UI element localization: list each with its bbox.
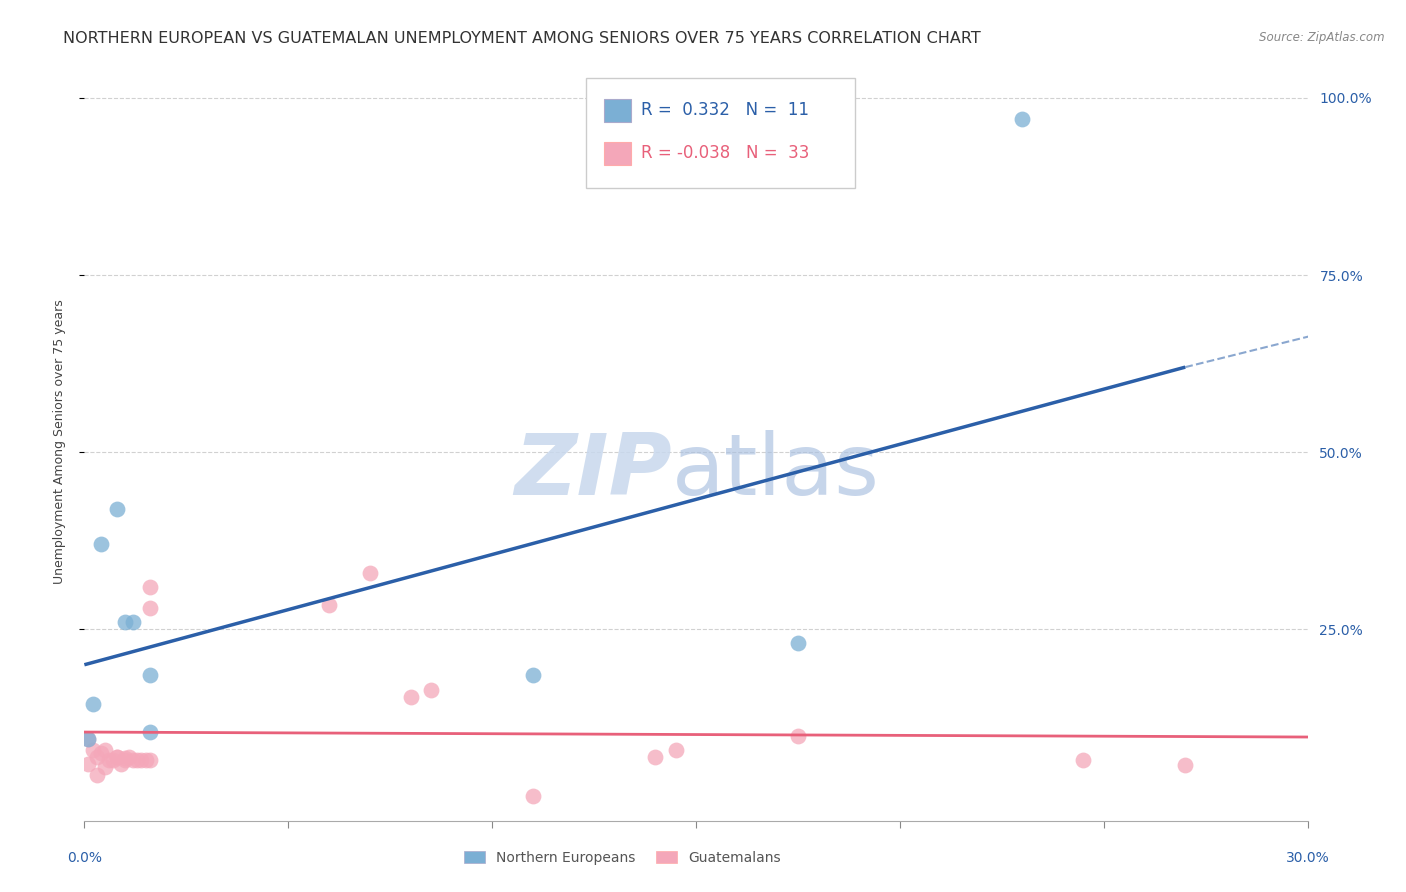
Point xyxy=(105,750,128,764)
Point xyxy=(787,729,810,743)
FancyBboxPatch shape xyxy=(605,99,631,121)
Point xyxy=(522,668,544,682)
Point xyxy=(122,615,145,630)
Point xyxy=(665,743,688,757)
Point xyxy=(114,753,136,767)
FancyBboxPatch shape xyxy=(586,78,855,187)
Point xyxy=(1073,753,1095,767)
Point xyxy=(90,747,112,761)
Point xyxy=(138,725,160,739)
Point xyxy=(1011,112,1033,127)
Point xyxy=(359,566,381,580)
Text: 0.0%: 0.0% xyxy=(67,851,101,865)
Point xyxy=(110,756,132,771)
Point xyxy=(114,615,136,630)
Point xyxy=(138,668,160,682)
FancyBboxPatch shape xyxy=(605,142,631,165)
Point xyxy=(77,732,100,747)
Text: Source: ZipAtlas.com: Source: ZipAtlas.com xyxy=(1260,31,1385,45)
Point xyxy=(82,697,104,711)
Text: ZIP: ZIP xyxy=(513,430,672,514)
Text: atlas: atlas xyxy=(672,430,880,514)
Point xyxy=(138,580,160,594)
Y-axis label: Unemployment Among Seniors over 75 years: Unemployment Among Seniors over 75 years xyxy=(53,299,66,584)
Point xyxy=(644,750,666,764)
Point xyxy=(93,760,115,774)
Point xyxy=(1174,758,1197,772)
Point xyxy=(105,501,128,516)
Point xyxy=(318,598,340,612)
Point xyxy=(86,750,108,764)
Text: R = -0.038   N =  33: R = -0.038 N = 33 xyxy=(641,145,810,162)
Point xyxy=(118,750,141,764)
Point xyxy=(127,753,149,767)
Point xyxy=(138,601,160,615)
Point xyxy=(77,756,100,771)
Point xyxy=(787,636,810,650)
Legend: Northern Europeans, Guatemalans: Northern Europeans, Guatemalans xyxy=(458,846,786,871)
Text: NORTHERN EUROPEAN VS GUATEMALAN UNEMPLOYMENT AMONG SENIORS OVER 75 YEARS CORRELA: NORTHERN EUROPEAN VS GUATEMALAN UNEMPLOY… xyxy=(63,31,981,46)
Point xyxy=(82,743,104,757)
Point xyxy=(135,753,157,767)
Point xyxy=(93,743,115,757)
Point xyxy=(399,690,422,704)
Point xyxy=(522,789,544,803)
Point xyxy=(97,753,120,767)
Point xyxy=(131,753,153,767)
Point xyxy=(122,753,145,767)
Point xyxy=(77,732,100,747)
Point xyxy=(105,750,128,764)
Point xyxy=(114,751,136,765)
Point xyxy=(138,753,160,767)
Text: 30.0%: 30.0% xyxy=(1285,851,1330,865)
Point xyxy=(86,767,108,781)
Point xyxy=(420,682,443,697)
Text: R =  0.332   N =  11: R = 0.332 N = 11 xyxy=(641,101,808,120)
Point xyxy=(101,753,124,767)
Point xyxy=(90,537,112,551)
